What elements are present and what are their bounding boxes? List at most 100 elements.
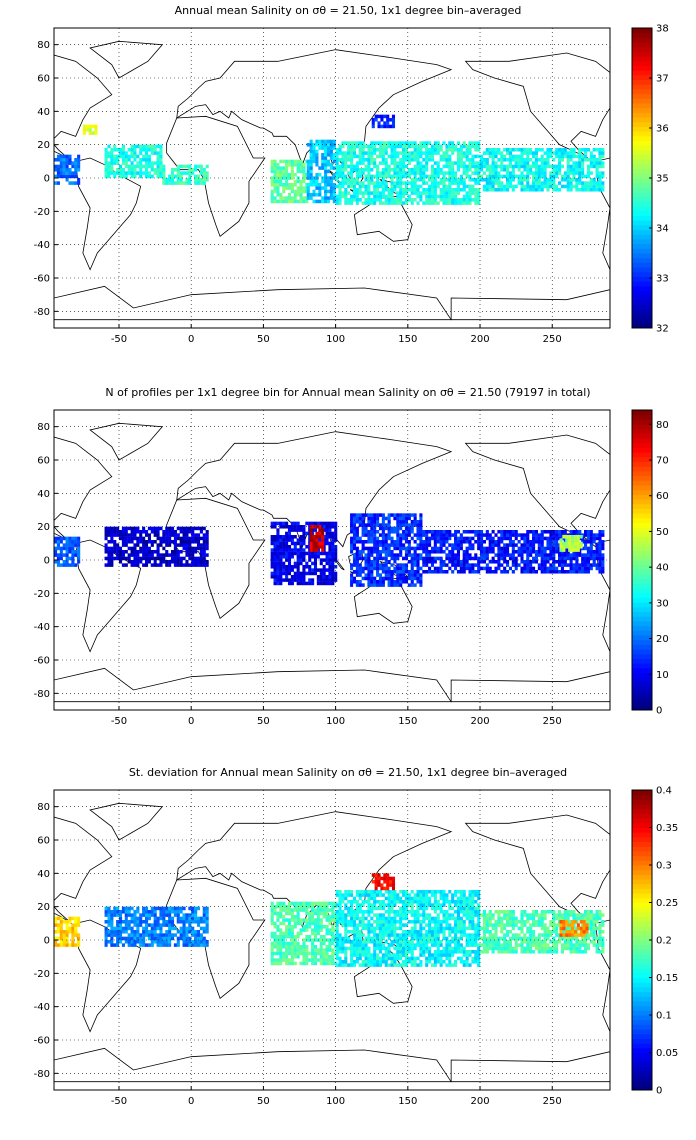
data-cell [419, 530, 423, 534]
data-cell [563, 556, 567, 561]
data-cell [413, 151, 417, 155]
data-cell [506, 188, 510, 192]
data-cell [293, 196, 297, 200]
data-cell [299, 901, 303, 906]
data-cell [482, 553, 487, 557]
data-cell [107, 933, 111, 937]
data-cell [194, 164, 198, 169]
data-cell [584, 560, 588, 564]
data-cell [480, 560, 484, 564]
data-cell [176, 181, 180, 185]
data-cell [341, 910, 345, 914]
data-cell [471, 164, 475, 169]
colorbar-tick-label: 35 [656, 174, 669, 185]
data-cell [378, 523, 383, 527]
data-cell [302, 189, 306, 194]
data-cell [276, 183, 280, 187]
data-cell [532, 171, 536, 175]
data-cell [399, 158, 403, 162]
data-cell [448, 161, 452, 165]
data-cell [352, 556, 357, 561]
data-cell [309, 173, 313, 177]
data-cell [358, 580, 362, 584]
data-cell [279, 571, 283, 576]
data-cell [465, 158, 469, 162]
data-cell [451, 550, 455, 554]
data-cell [59, 174, 63, 179]
data-cell [328, 571, 332, 576]
data-cell [497, 171, 501, 175]
data-cell [503, 560, 507, 564]
data-cell [367, 946, 371, 951]
data-cell [439, 540, 443, 544]
data-cell [159, 144, 163, 149]
data-cell [282, 945, 286, 949]
data-cell [350, 940, 354, 944]
colorbar-segment [632, 154, 652, 160]
data-cell [407, 546, 411, 551]
data-cell [384, 560, 388, 564]
data-cell [500, 546, 504, 551]
data-cell [285, 179, 289, 184]
data-cell [302, 531, 306, 536]
data-cell [436, 181, 440, 185]
data-cell [328, 918, 332, 922]
data-cell [338, 956, 342, 961]
colorbar-segment [632, 299, 652, 306]
data-cell [159, 540, 163, 544]
data-cell [367, 956, 371, 961]
data-cell [147, 158, 151, 162]
data-cell [321, 545, 325, 549]
data-cell [344, 174, 348, 179]
data-cell [325, 558, 329, 562]
data-cell [373, 523, 377, 527]
data-cell [396, 141, 400, 145]
data-cell [127, 556, 131, 561]
data-cell [133, 533, 137, 537]
data-cell [367, 194, 371, 199]
data-cell [350, 563, 354, 567]
data-cell [471, 563, 475, 567]
data-cell [376, 560, 380, 564]
data-cell [325, 925, 329, 929]
data-cell [595, 553, 599, 557]
data-cell [540, 530, 544, 534]
data-cell [358, 516, 362, 521]
data-cell [459, 178, 463, 182]
data-cell [130, 553, 134, 557]
data-cell [202, 174, 206, 179]
data-cell [313, 571, 318, 576]
data-cell [273, 931, 277, 936]
data-cell [202, 533, 206, 537]
data-cell [352, 923, 357, 927]
data-cell [338, 893, 342, 897]
data-cell [308, 555, 312, 559]
data-cell [367, 963, 371, 967]
data-cell [325, 578, 329, 582]
data-cell [270, 199, 274, 204]
data-cell [494, 164, 498, 169]
data-cell [168, 536, 172, 541]
data-cell [456, 556, 461, 561]
data-cell [322, 911, 326, 916]
data-cell [139, 560, 143, 564]
data-cell [413, 513, 417, 517]
data-cell [465, 194, 469, 199]
data-cell [270, 961, 274, 966]
data-cell [199, 536, 203, 541]
data-cell [364, 566, 368, 571]
data-cell [170, 171, 175, 175]
data-cell [347, 148, 351, 152]
data-cell [179, 550, 183, 554]
data-cell [416, 546, 420, 551]
data-cell [299, 189, 303, 194]
data-cell [540, 181, 544, 185]
data-cell [387, 570, 391, 574]
data-cell [312, 156, 316, 160]
data-cell [384, 953, 388, 957]
data-cell [477, 154, 481, 159]
data-cell [328, 915, 332, 919]
data-cell [113, 913, 117, 917]
data-cell [584, 540, 588, 544]
data-cell [176, 174, 180, 179]
